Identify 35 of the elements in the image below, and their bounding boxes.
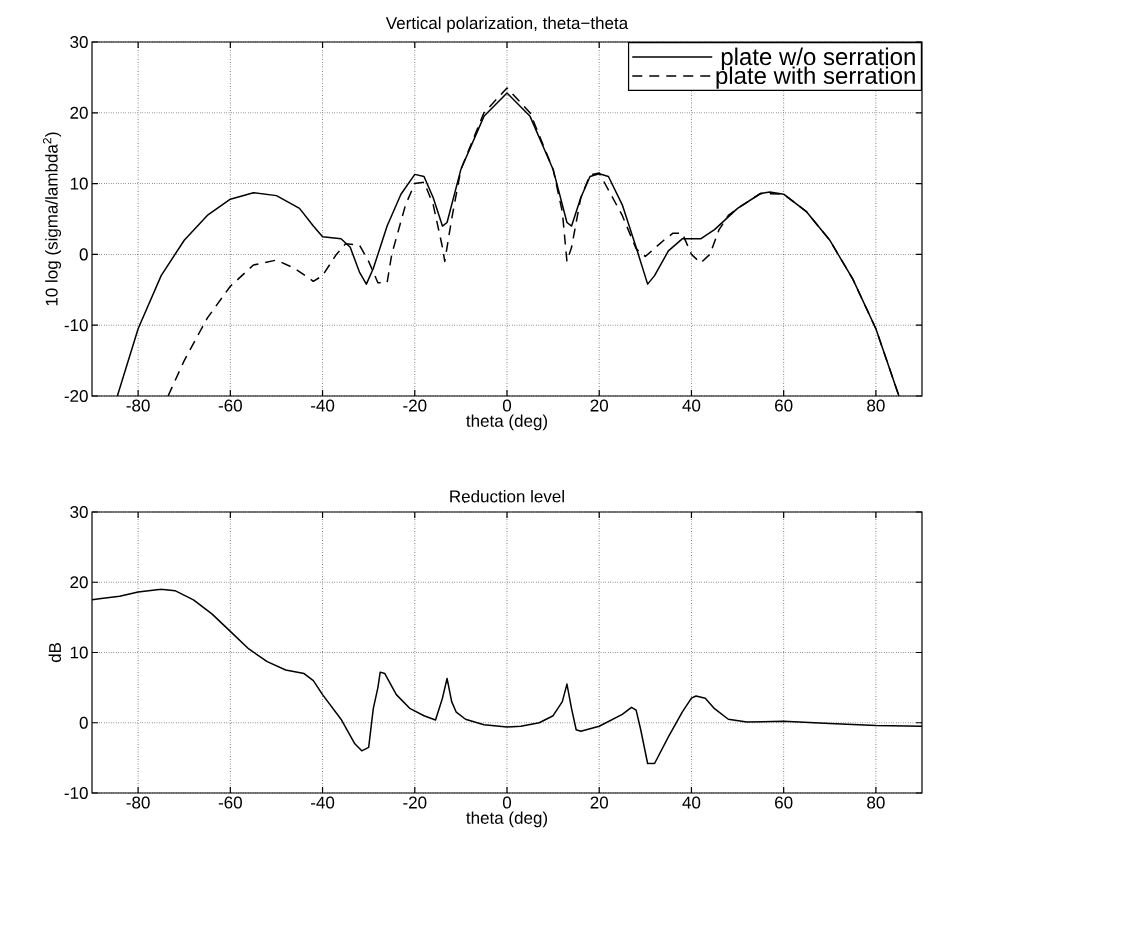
chart-title: Vertical polarization, theta−theta — [385, 16, 629, 33]
y-tick-label: 10 — [70, 177, 88, 190]
x-tick-label: 0 — [502, 399, 512, 412]
x-tick-label: 40 — [682, 399, 701, 412]
x-tick-label: 20 — [590, 399, 609, 412]
x-axis-title: theta (deg) — [466, 414, 548, 431]
y-tick-label: 0 — [79, 248, 88, 261]
x-tick-label: 40 — [682, 796, 701, 809]
x-tick-label: 0 — [502, 796, 512, 809]
y-axis-title: 10 log (sigma/lambda$^{2}$) — [42, 132, 62, 306]
y-tick-label: 0 — [79, 716, 88, 729]
x-tick-label: -20 — [403, 796, 427, 809]
y-tick-label: -20 — [64, 389, 88, 403]
x-tick-label: 80 — [867, 399, 885, 412]
x-tick-label: 20 — [590, 796, 609, 809]
x-tick-label: -80 — [126, 796, 150, 809]
y-tick-label: -10 — [64, 319, 88, 332]
x-tick-label: -80 — [126, 399, 150, 412]
x-tick-label: 80 — [867, 796, 885, 809]
x-axis-title: theta (deg) — [466, 811, 548, 828]
x-tick-label: 60 — [775, 399, 793, 412]
x-tick-label: -60 — [218, 796, 242, 809]
x-tick-label: -60 — [218, 399, 242, 412]
y-tick-label: 30 — [70, 35, 88, 49]
y-tick-label: 30 — [70, 505, 88, 519]
y-tick-label: 20 — [70, 106, 88, 119]
chart-title: Reduction level — [450, 489, 564, 503]
y-tick-label: -10 — [64, 786, 88, 800]
x-tick-label: -20 — [403, 399, 427, 412]
x-tick-label: 60 — [775, 796, 793, 809]
x-tick-label: -40 — [311, 796, 335, 809]
y-tick-label: 10 — [70, 646, 88, 659]
y-tick-label: 20 — [70, 576, 88, 589]
y-axis-title: dB — [48, 642, 62, 663]
x-tick-label: -40 — [311, 399, 335, 412]
